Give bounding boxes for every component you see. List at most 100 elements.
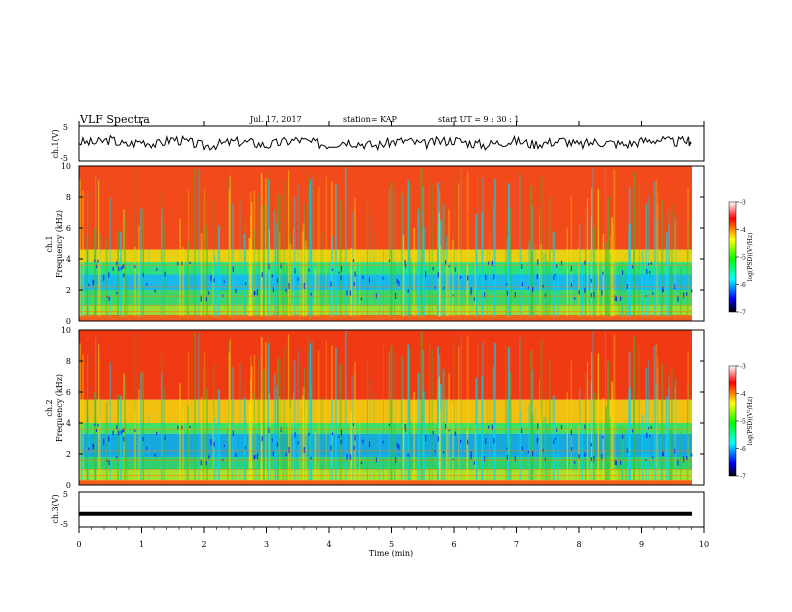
spectrogram-streak: [394, 260, 395, 317]
spectrogram-speck: [108, 272, 110, 278]
spectrogram-speck: [388, 423, 391, 426]
spectrogram-streak: [275, 370, 276, 481]
spectrogram-speck: [103, 439, 105, 445]
spectrogram-streak: [621, 433, 624, 481]
spectrogram-streak: [182, 247, 184, 317]
spectrogram-streak: [244, 381, 246, 481]
spectrogram-speck: [93, 280, 95, 284]
spectrogram-speck: [103, 275, 105, 281]
spectrogram-streak: [531, 414, 534, 481]
spectrogram-streak: [453, 411, 455, 481]
ch2-spectrogram-frame: [78, 329, 705, 486]
spectrogram-speck: [470, 287, 472, 292]
spectrogram-speck: [646, 268, 648, 275]
spectrogram-streak: [82, 190, 84, 317]
spectrogram-speck: [108, 436, 110, 442]
spectrogram-streak: [217, 389, 220, 481]
spectrogram-speck: [560, 260, 563, 266]
spectrogram-speck: [648, 263, 650, 266]
spectrogram-streak: [198, 169, 200, 317]
spectrogram-streak: [549, 194, 551, 317]
spectrogram-speck: [261, 272, 263, 278]
spectrogram-speck: [584, 424, 586, 429]
spectrogram-streak: [250, 202, 253, 317]
spectrogram-speck: [620, 460, 622, 465]
spectrogram-streak: [408, 348, 411, 481]
spectrogram-streak: [248, 402, 251, 481]
spectrogram-streak: [602, 234, 605, 317]
spectrogram-streak: [134, 410, 136, 481]
spectrogram-speck: [261, 436, 263, 442]
spectrogram-streak: [79, 179, 81, 317]
spectrogram-streak: [641, 414, 644, 481]
spectrogram-speck: [142, 273, 144, 278]
spectrogram-speck: [448, 429, 450, 432]
spectrogram-streak: [297, 348, 299, 481]
spectrogram-speck: [683, 292, 685, 298]
spectrogram-streak: [148, 412, 150, 481]
spectrogram-streak: [486, 209, 488, 317]
spectrogram-speck: [268, 427, 270, 434]
y-tick-label: 8: [66, 193, 71, 202]
spectrogram-streak: [422, 350, 425, 481]
spectrogram-streak: [186, 262, 188, 317]
spectrogram-streak: [80, 428, 83, 481]
spectrogram-streak: [198, 333, 200, 481]
spectrogram-streak: [477, 176, 479, 317]
spectrogram-speck: [614, 295, 616, 301]
spectrogram-streak: [590, 352, 593, 481]
spectrogram-speck: [506, 291, 508, 296]
spectrogram-speck: [368, 441, 371, 448]
spectrogram-streak: [648, 359, 650, 481]
spectrogram-speck: [235, 288, 237, 293]
spectrogram-streak: [282, 425, 284, 481]
spectrogram-streak: [283, 345, 285, 481]
spectrogram-streak: [653, 345, 656, 481]
spectrogram-streak: [570, 360, 573, 481]
spectrogram-streak: [187, 406, 189, 481]
spectrogram-streak: [230, 333, 232, 481]
spectrogram-streak: [279, 232, 281, 317]
spectrogram-speck: [340, 429, 343, 436]
spectrogram-streak: [474, 425, 476, 481]
spectrogram-streak: [661, 363, 664, 481]
spectrogram-speck: [256, 453, 258, 460]
spectrogram-streak: [339, 200, 342, 317]
y-tick-label: 2: [66, 450, 71, 459]
spectrogram-speck: [614, 459, 616, 465]
spectrogram-speck: [88, 283, 90, 287]
spectrogram-streak: [400, 355, 403, 481]
spectrogram-streak: [519, 173, 521, 317]
spectrogram-speck: [338, 435, 340, 438]
spectrogram-streak: [557, 434, 559, 481]
spectrogram-speck: [200, 295, 202, 302]
spectrogram-streak: [578, 224, 581, 317]
spectrogram-streak: [440, 384, 442, 481]
spectrogram-streak: [460, 170, 462, 317]
spectrogram-streak: [301, 395, 304, 481]
spectrogram-streak: [442, 205, 445, 317]
spectrogram-speck: [677, 459, 679, 466]
ch1-colorbar-label: log(PSD)(V²/Hz): [747, 233, 754, 282]
spectrogram-streak: [612, 221, 614, 317]
spectrogram-streak: [402, 358, 404, 481]
spectrogram-speck: [123, 437, 125, 442]
spectrogram-speck: [272, 451, 274, 457]
spectrogram-streak: [633, 335, 635, 481]
spectrogram-speck: [156, 267, 158, 271]
spectrogram-streak: [402, 399, 404, 481]
spectrogram-streak: [366, 361, 369, 481]
spectrogram-speck: [330, 445, 332, 451]
spectrogram-speck: [662, 289, 664, 292]
spectrogram-speck: [154, 453, 156, 457]
spectrogram-speck: [454, 267, 456, 272]
spectrogram-speck: [553, 275, 555, 281]
spectrogram-speck: [205, 461, 207, 465]
spectrogram-streak: [279, 195, 281, 317]
spectrogram-streak: [273, 210, 276, 317]
spectrogram-streak: [260, 173, 263, 317]
spectrogram-speck: [288, 283, 290, 289]
spectrogram-streak: [657, 203, 659, 317]
spectrogram-band: [79, 423, 692, 434]
spectrogram-streak: [383, 179, 384, 317]
